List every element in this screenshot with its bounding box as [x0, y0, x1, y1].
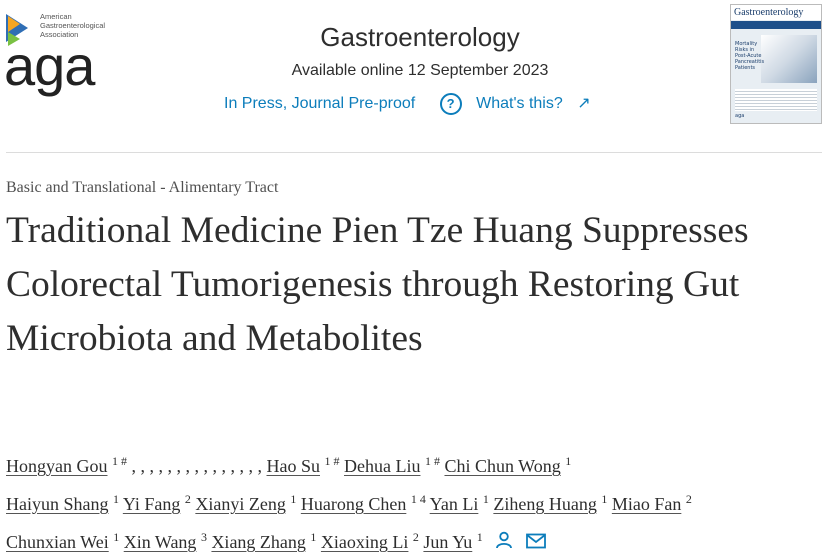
author-affiliation: 1	[476, 530, 483, 544]
cover-footer: aga	[735, 113, 745, 119]
cover-band	[731, 21, 821, 29]
author-line-1: Hongyan Gou 1 # , , , , , , , , , , , , …	[6, 445, 821, 483]
journal-cover[interactable]: Gastroenterology Mortality Risks in Post…	[730, 4, 822, 124]
author-link[interactable]: Ziheng Huang	[493, 494, 597, 514]
aga-logo[interactable]: American Gastroenterological Association…	[4, 10, 116, 100]
author-affiliation: 1 4	[410, 492, 426, 506]
author-line-2: Haiyun Shang 1 Yi Fang 2 Xianyi Zeng 1 H…	[6, 483, 821, 521]
person-icon[interactable]	[495, 527, 513, 560]
whats-this-link[interactable]: What's this?	[476, 95, 563, 112]
status-link[interactable]: In Press, Journal Pre-proof	[224, 95, 416, 112]
author-affiliation: 1	[310, 530, 317, 544]
author-link[interactable]: Xiang Zhang	[211, 532, 306, 552]
author-affiliation: 3	[200, 530, 207, 544]
author-line-3: Chunxian Wei 1 Xin Wang 3 Xiang Zhang 1 …	[6, 521, 821, 560]
author-link[interactable]: Miao Fan	[611, 494, 682, 514]
author-affiliation: 1	[290, 492, 297, 506]
journal-header: Gastroenterology Available online 12 Sep…	[180, 18, 660, 84]
cover-image	[761, 35, 817, 83]
cover-contents	[735, 89, 817, 111]
author-link[interactable]: Dehua Liu	[344, 456, 421, 476]
author-link[interactable]: Xianyi Zeng	[195, 494, 286, 514]
author-affiliation: 1	[601, 492, 608, 506]
logo-small-text: American Gastroenterological Association	[40, 12, 120, 39]
author-link[interactable]: Jun Yu	[423, 532, 473, 552]
logo-triangle-orange-icon	[8, 16, 20, 32]
author-link[interactable]: Chunxian Wei	[6, 532, 109, 552]
logo-line-3: Association	[40, 30, 79, 39]
author-affiliation: 2	[184, 492, 191, 506]
author-link[interactable]: Hongyan Gou	[6, 456, 108, 476]
logo-line-2: Gastroenterological	[40, 21, 106, 30]
author-affiliation: 2	[685, 492, 692, 506]
logo-word: aga	[4, 34, 95, 97]
header-divider	[6, 152, 822, 153]
envelope-icon[interactable]	[525, 527, 546, 560]
author-affiliation: 1 #	[424, 454, 440, 468]
author-link[interactable]: Xiaoxing Li	[320, 532, 409, 552]
author-separators: , , , , , , , , , , , , , , ,	[131, 456, 263, 476]
author-list: Hongyan Gou 1 # , , , , , , , , , , , , …	[6, 445, 821, 560]
author-affiliation: 1 #	[324, 454, 340, 468]
article-section: Basic and Translational - Alimentary Tra…	[6, 179, 279, 196]
logo-line-1: American	[40, 12, 72, 21]
author-link[interactable]: Yi Fang	[122, 494, 181, 514]
author-affiliation: 1	[113, 492, 119, 506]
author-affiliation: 2	[412, 530, 419, 544]
author-link[interactable]: Yan Li	[429, 494, 479, 514]
author-link[interactable]: Chi Chun Wong	[444, 456, 561, 476]
author-affiliation: 1	[113, 530, 120, 544]
logo-triangle-green-icon	[8, 32, 20, 46]
author-affiliation: 1	[482, 492, 489, 506]
status-row: In Press, Journal Pre-proof ? What's thi…	[224, 93, 591, 115]
author-affiliation: 1	[565, 454, 572, 468]
author-link[interactable]: Hao Su	[266, 456, 321, 476]
external-arrow-icon: ↗	[577, 95, 591, 112]
author-link[interactable]: Haiyun Shang	[6, 494, 109, 514]
cover-title: Gastroenterology	[731, 5, 821, 20]
journal-title[interactable]: Gastroenterology	[320, 22, 520, 52]
cover-headline: Mortality Risks in Post-Acute Pancreatit…	[735, 41, 765, 71]
question-icon[interactable]: ?	[439, 93, 462, 115]
author-link[interactable]: Xin Wang	[123, 532, 197, 552]
article-title: Traditional Medicine Pien Tze Huang Supp…	[6, 210, 749, 359]
available-online: Available online 12 September 2023	[291, 62, 549, 79]
author-link[interactable]: Huarong Chen	[300, 494, 407, 514]
author-affiliation: 1 #	[112, 454, 127, 468]
